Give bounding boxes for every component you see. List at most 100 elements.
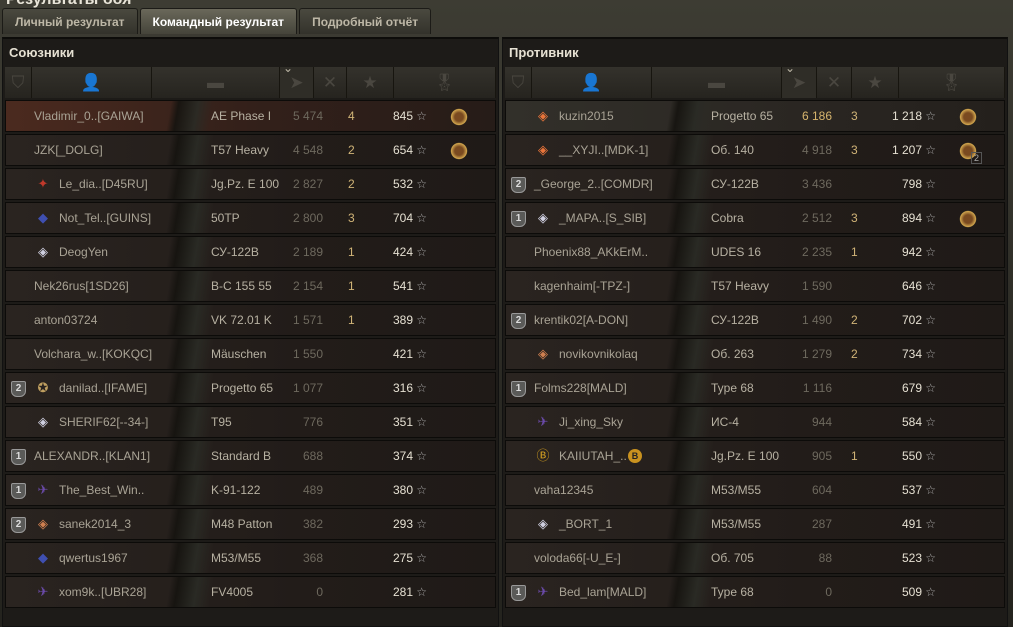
tank-image [656, 237, 728, 267]
xp-star-icon: ★ [362, 72, 378, 92]
tank-name: T57 Heavy [711, 279, 770, 293]
player-row[interactable]: 2 ◈ sanek2014_3 M48 Patton 382 293 ☆ [5, 508, 496, 540]
xp-value: 654 [392, 143, 413, 157]
player-row[interactable]: 2 ✪ danilad..[IFAME] Progetto 65 1 077 316 ☆ [5, 372, 496, 404]
player-icon: 👤 [80, 72, 103, 92]
star-icon: ☆ [416, 551, 427, 565]
medal-icon[interactable] [958, 141, 978, 161]
player-row[interactable]: voloda66[-U_E-] Об. 705 88 523 ☆ [505, 542, 1005, 574]
column-medal[interactable]: 🎖 [394, 67, 496, 98]
player-row[interactable]: 1 Folms228[MALD] Type 68 1 116 679 ☆ [505, 372, 1005, 404]
player-row[interactable]: 1 ALEXANDR..[KLAN1] Standard B 688 374 ☆ [5, 440, 496, 472]
column-xp-star[interactable]: ★ [347, 67, 394, 98]
column-tank[interactable]: ▬ [652, 67, 782, 98]
column-damage[interactable]: ➤ [782, 61, 817, 98]
player-name: danilad..[IFAME] [59, 381, 148, 395]
player-name: kuzin2015 [559, 109, 614, 123]
kills-icon: ✕ [826, 72, 842, 92]
column-xp-star[interactable]: ★ [852, 67, 899, 98]
tab-personal-result[interactable]: Личный результат [2, 8, 138, 34]
tank-image [656, 441, 728, 471]
player-row[interactable]: kagenhaim[-TPZ-] T57 Heavy 1 590 646 ☆ [505, 270, 1005, 302]
player-row[interactable]: Ⓑ KAIIUTAH_.. Jg.Pz. E 100 905 1 550 ☆ B [505, 440, 1005, 472]
player-row[interactable]: ✈ xom9k..[UBR28] FV4005 0 281 ☆ [5, 576, 496, 608]
player-row[interactable]: 2 krentik02[A-DON] СУ-122В 1 490 2 702 ☆ [505, 304, 1005, 336]
b-badge-icon: Ⓑ [536, 448, 550, 463]
medal-icon[interactable] [449, 141, 469, 161]
column-platoon[interactable]: ⛉ [505, 67, 532, 98]
player-row[interactable]: ◈ _BORT_1 M53/M55 287 491 ☆ [505, 508, 1005, 540]
column-tank[interactable]: ▬ [152, 67, 280, 98]
tab-team-result[interactable]: Командный результат [139, 8, 298, 34]
player-row[interactable]: ◆ qwertus1967 M53/M55 368 275 ☆ [5, 542, 496, 574]
player-row[interactable]: anton03724 VK 72.01 K 1 571 1 389 ☆ [5, 304, 496, 336]
tank-image [656, 339, 728, 369]
kills-value: 1 [348, 245, 355, 259]
damage-value: 489 [302, 483, 323, 497]
allies-panel: Союзники ⛉ 👤 ▬ ➤ ✕ ★ 🎖 Vladimir_0..[GAIWA] AE P… [2, 37, 499, 627]
tank-image [656, 509, 728, 539]
star-icon: ☆ [416, 449, 427, 463]
player-row[interactable]: 1 ◈ _MAPA..[S_SIB] Cobra 2 512 3 894 ☆ [505, 202, 1005, 234]
player-row[interactable]: Nek26rus[1SD26] B-C 155 55 2 154 1 541 ☆ [5, 270, 496, 302]
column-player[interactable]: 👤 [32, 67, 152, 98]
star-icon: ☆ [925, 279, 936, 293]
xp-value: 380 [392, 483, 413, 497]
platoon-icon: ⛉ [11, 72, 25, 92]
diamond-silver-icon: ◈ [38, 244, 48, 259]
player-row[interactable]: ◈ __XYJI..[MDK-1] Об. 140 4 918 3 1 207 ☆ 2 [505, 134, 1005, 166]
medal-icon: 🎖 [433, 72, 456, 92]
column-kills[interactable]: ✕ [314, 67, 347, 98]
player-row[interactable]: Vladimir_0..[GAIWA] AE Phase I 5 474 4 845 ☆ [5, 100, 496, 132]
column-player[interactable]: 👤 [532, 67, 652, 98]
tank-name: K-91-122 [211, 483, 261, 497]
tab-detailed-report[interactable]: Подробный отчёт [299, 8, 432, 34]
xp-value: 679 [901, 381, 922, 395]
medal-icon[interactable] [958, 107, 978, 127]
damage-value: 604 [811, 483, 832, 497]
player-row[interactable]: ◈ SHERIF62[--34-] T95 776 351 ☆ [5, 406, 496, 438]
ribbon-purple-icon: ✈ [37, 482, 49, 497]
player-row[interactable]: 1 ✈ The_Best_Win.. K-91-122 489 380 ☆ [5, 474, 496, 506]
damage-value: 2 827 [292, 177, 323, 191]
player-row[interactable]: ◆ Not_Tel..[GUINS] 50TP 2 800 3 704 ☆ [5, 202, 496, 234]
player-row[interactable]: Volchara_w..[KOKQC] Mäuschen 1 550 421 ☆ [5, 338, 496, 370]
medal-round-icon: ✪ [37, 380, 49, 395]
column-kills[interactable]: ✕ [817, 67, 852, 98]
player-row[interactable]: ◈ DeogYen СУ-122В 2 189 1 424 ☆ [5, 236, 496, 268]
column-medal[interactable]: 🎖 [899, 67, 1005, 98]
xp-value: 509 [901, 585, 922, 599]
xp-value: 421 [392, 347, 413, 361]
player-row[interactable]: JZK[_DOLG] T57 Heavy 4 548 2 654 ☆ [5, 134, 496, 166]
player-name: Le_dia..[D45RU] [59, 177, 148, 191]
player-row[interactable]: 2 _George_2..[COMDR] СУ-122В 3 436 798 ☆ [505, 168, 1005, 200]
xp-value: 942 [901, 245, 922, 259]
player-name: SHERIF62[--34-] [59, 415, 149, 429]
player-row[interactable]: vaha12345 M53/M55 604 537 ☆ [505, 474, 1005, 506]
column-platoon[interactable]: ⛉ [5, 67, 32, 98]
column-damage[interactable]: ➤ [280, 61, 314, 98]
player-row[interactable]: ◈ kuzin2015 Progetto 65 6 186 3 1 218 ☆ [505, 100, 1005, 132]
damage-value: 3 436 [801, 177, 832, 191]
tank-icon: ▬ [708, 72, 725, 92]
kills-value: 2 [348, 143, 355, 157]
medal-icon[interactable] [958, 209, 978, 229]
star-icon: ☆ [416, 347, 427, 361]
player-row[interactable]: ◈ novikovnikolaq Об. 263 1 279 2 734 ☆ [505, 338, 1005, 370]
damage-value: 4 548 [292, 143, 323, 157]
player-row[interactable]: 1 ✈ Bed_lam[MALD] Type 68 0 509 ☆ [505, 576, 1005, 608]
player-row[interactable]: ✦ Le_dia..[D45RU] Jg.Pz. E 100 2 827 2 532 ☆ [5, 168, 496, 200]
player-row[interactable]: ✈ Ji_xing_Sky ИС-4 944 584 ☆ [505, 406, 1005, 438]
damage-value: 382 [302, 517, 323, 531]
player-name: voloda66[-U_E-] [534, 551, 621, 565]
damage-value: 2 235 [801, 245, 832, 259]
xp-value: 491 [901, 517, 922, 531]
tank-name: Progetto 65 [211, 381, 274, 395]
player-name: Folms228[MALD] [534, 381, 627, 395]
platoon-badge: 2 [11, 381, 26, 397]
medal-icon[interactable] [449, 107, 469, 127]
player-row[interactable]: Phoenix88_AKkErM.. UDES 16 2 235 1 942 ☆ [505, 236, 1005, 268]
star-icon: ☆ [925, 585, 936, 599]
xp-value: 389 [392, 313, 413, 327]
tank-name: T57 Heavy [211, 143, 270, 157]
